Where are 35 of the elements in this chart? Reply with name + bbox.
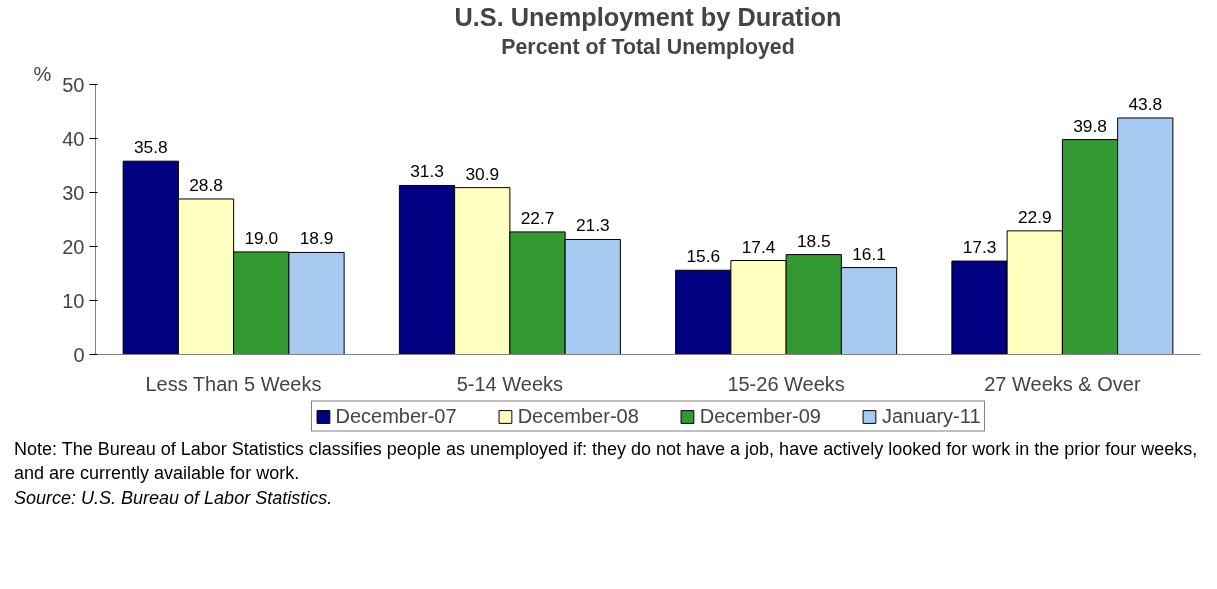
chart-title: U.S. Unemployment by Duration <box>454 2 842 31</box>
x-tick-label: 27 Weeks & Over <box>984 372 1141 395</box>
chart-subtitle: Percent of Total Unemployed <box>501 34 795 59</box>
y-tick-label: 20 <box>62 235 85 258</box>
data-label: 21.3 <box>575 215 610 236</box>
text: Note: The Bureau of Labor Statistics classifies people as unemployed if: they do not have a job, have actively looked for work in the prior four weeks, and are currently available for work. <box>14 438 1199 486</box>
legend-label: January-11 <box>881 404 981 428</box>
y-tick-label: 30 <box>62 181 85 204</box>
x-tick-label: 15-26 Weeks <box>727 372 845 395</box>
y-tick-label: 10 <box>62 289 85 312</box>
y-tick-label: 40 <box>62 127 85 150</box>
data-label: 19.0 <box>244 227 279 248</box>
data-label: 31.3 <box>410 161 444 182</box>
data-label: 28.8 <box>189 174 223 195</box>
data-label: 22.9 <box>1017 206 1052 227</box>
source-note: Source: U.S. Bureau of Labor Statistics. <box>14 486 334 510</box>
data-label: 16.1 <box>852 243 886 264</box>
data-label: 22.7 <box>520 207 555 228</box>
data-label: 18.9 <box>299 228 334 249</box>
data-label: 30.9 <box>465 163 500 184</box>
x-tick-label: 5-14 Weeks <box>456 372 564 395</box>
data-label: 35.8 <box>133 137 168 158</box>
legend-label: December-07 <box>335 404 457 428</box>
legend-label: December-08 <box>517 404 639 428</box>
data-label: 18.5 <box>796 230 831 251</box>
x-tick-label: Less Than 5 Weeks <box>145 372 322 395</box>
data-label: 17.4 <box>741 236 776 257</box>
y-tick-label: 50 <box>62 73 85 96</box>
data-label: 39.8 <box>1073 115 1107 136</box>
data-label: 15.6 <box>686 246 721 267</box>
data-label: 17.3 <box>962 237 997 258</box>
y-axis-title: % <box>33 62 52 85</box>
data-label: 43.8 <box>1128 93 1163 114</box>
y-tick-label: 0 <box>73 343 85 366</box>
legend-label: December-09 <box>699 404 821 428</box>
